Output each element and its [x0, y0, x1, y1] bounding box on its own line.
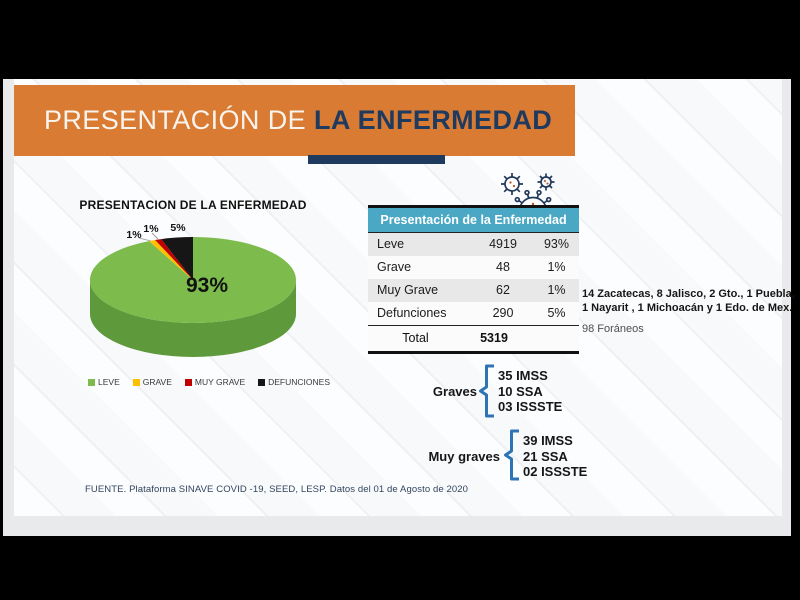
legend-label-defunciones: DEFUNCIONES	[268, 377, 330, 387]
legend-swatch-muy-grave	[184, 378, 192, 386]
foraneos-note: 98 Foráneos	[582, 323, 644, 335]
pie-slice-leve	[89, 237, 296, 323]
pie-side	[90, 280, 296, 357]
row-pct: 5%	[547, 306, 566, 320]
total-label: Total	[402, 331, 429, 345]
legend-item-defunciones: DEFUNCIONES	[258, 377, 330, 387]
pie-leader-lines	[138, 232, 159, 242]
row-label: Defunciones	[377, 306, 447, 320]
states-note: 14 Zacatecas, 8 Jalisco, 2 Gto., 1 Puebl…	[582, 287, 795, 315]
legend-label-muy-grave: MUY GRAVE	[194, 377, 246, 387]
muy-graves-items: 39 IMSS 21 SSA 02 ISSSTE	[523, 433, 587, 480]
legend-swatch-leve	[88, 378, 95, 386]
table-row: Muy Grave 62 1%	[368, 279, 579, 302]
table-header: Presentación de la Enfermedad	[368, 208, 579, 233]
muy-graves-brace-icon	[504, 429, 519, 481]
states-note-line1: 14 Zacatecas, 8 Jalisco, 2 Gto., 1 Puebl…	[582, 288, 795, 300]
legend-item-grave: GRAVE	[132, 377, 172, 387]
legend-item-muy-grave: MUY GRAVE	[184, 377, 246, 387]
row-label: Grave	[377, 260, 412, 274]
row-label: Leve	[377, 237, 405, 251]
data-table: Presentación de la Enfermedad Leve 4919 …	[368, 205, 579, 354]
table-row: Leve 4919 93%	[368, 233, 579, 256]
pie-slice-grave	[149, 240, 193, 280]
muy-graves-label: Muy graves	[428, 449, 500, 464]
pie-slice-defunciones	[161, 237, 193, 280]
banner-title-bold: LA ENFERMEDAD	[313, 105, 553, 135]
row-pct: 93%	[543, 237, 570, 251]
graves-item: 35 IMSS	[498, 368, 548, 383]
muy-graves-item: 02 ISSSTE	[523, 464, 588, 479]
row-value: 290	[492, 306, 514, 320]
muy-graves-item: 39 IMSS	[523, 433, 573, 448]
total-value: 5319	[480, 331, 508, 345]
pie-slice-muy-grave	[155, 239, 193, 280]
table-row: Grave 48 1%	[368, 256, 579, 279]
pie-label-grave: 1%	[126, 229, 142, 241]
row-pct: 1%	[547, 283, 566, 297]
row-label: Muy Grave	[377, 283, 439, 297]
legend-swatch-grave	[132, 378, 140, 386]
row-pct: 1%	[547, 260, 566, 274]
pie-chart	[89, 232, 296, 357]
pie-label-leve: 93%	[185, 274, 229, 297]
legend-label-leve: LEVE	[98, 377, 120, 387]
banner-title: PRESENTACIÓN DE LA ENFERMEDAD	[44, 85, 552, 156]
pie-legend: LEVE GRAVE MUY GRAVE DEFUNCIONES	[88, 377, 330, 387]
table-total-row: Total 5319	[368, 325, 579, 351]
graves-item: 10 SSA	[498, 383, 543, 399]
table-row: Defunciones 290 5%	[368, 302, 579, 325]
states-note-line2: 1 Nayarit , 1 Michoacán y 1 Edo. de Mex.	[582, 302, 793, 314]
source-footnote: FUENTE. Plataforma SINAVE COVID -19, SEE…	[85, 484, 468, 495]
banner-title-light: PRESENTACIÓN DE	[44, 105, 314, 135]
legend-item-leve: LEVE	[88, 377, 120, 387]
legend-label-grave: GRAVE	[142, 377, 172, 387]
header-banner: PRESENTACIÓN DE LA ENFERMEDAD	[14, 85, 575, 233]
graves-label: Graves	[432, 384, 477, 399]
muy-graves-item: 21 SSA	[523, 448, 568, 464]
legend-swatch-defunciones	[258, 378, 266, 386]
row-value: 4919	[489, 237, 517, 251]
row-value: 48	[496, 260, 510, 274]
graves-item: 03 ISSSTE	[498, 399, 563, 414]
chart-title: PRESENTACION DE LA ENFERMEDAD	[79, 198, 307, 212]
banner-underline-bar	[308, 155, 445, 164]
pie-label-defunciones: 5%	[170, 222, 186, 234]
row-value: 62	[496, 283, 510, 297]
graves-items: 35 IMSS 10 SSA 03 ISSSTE	[498, 368, 562, 415]
pie-label-muy-grave: 1%	[143, 223, 159, 235]
graves-brace-icon	[479, 364, 494, 418]
